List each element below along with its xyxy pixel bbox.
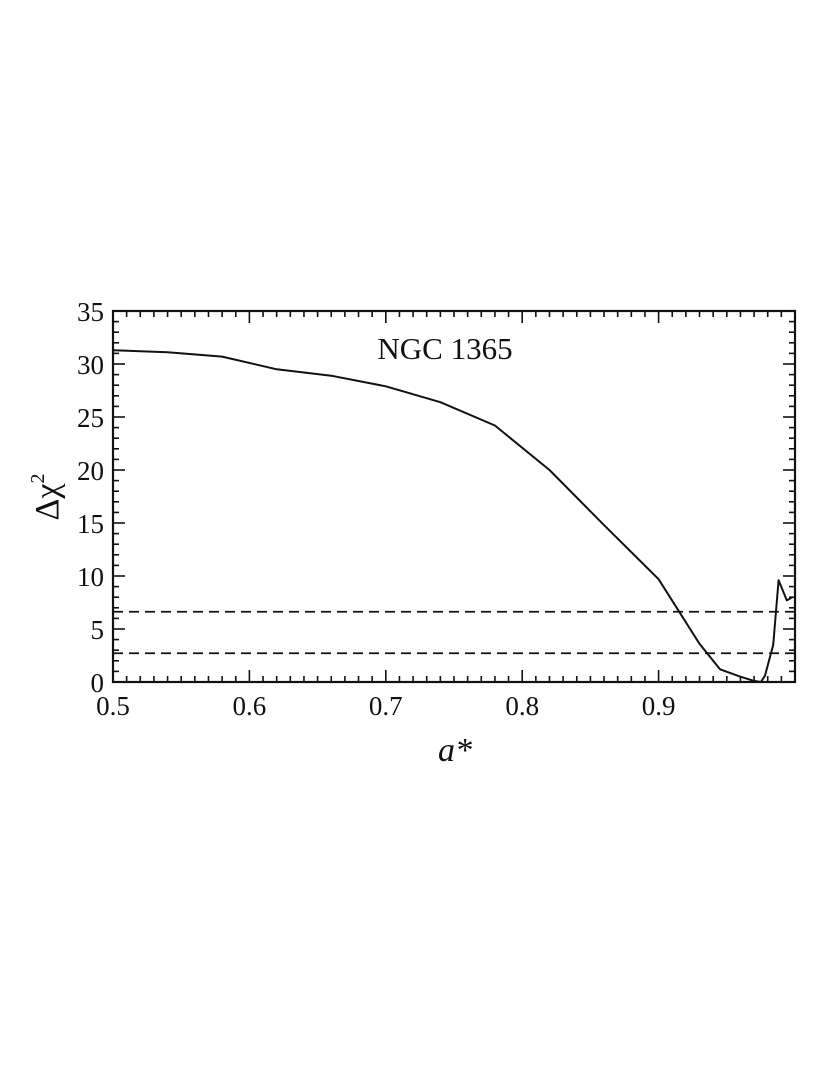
x-tick-label: 0.7 [369,691,403,721]
x-tick-label: 0.6 [233,691,267,721]
series-lines [112,349,793,683]
x-axis-label: a* [438,732,472,769]
x-tick-label: 0.8 [505,691,539,721]
x-tick-label: 0.5 [96,691,130,721]
y-axis-label-base: Δχ [29,484,66,521]
y-tick-label: 15 [77,509,104,539]
y-tick-label: 0 [91,668,105,698]
x-tick-label: 0.9 [642,691,676,721]
y-tick-label: 10 [77,562,104,592]
x-tick-labels: 0.5 0.6 0.7 0.8 0.9 [96,691,675,721]
y-tick-label: 25 [77,403,104,433]
minor-ticks [113,311,795,682]
y-tick-labels: 0 5 10 15 20 25 30 35 [77,297,104,698]
y-tick-label: 5 [91,615,105,645]
y-tick-label: 20 [77,456,104,486]
series-line [112,349,793,683]
major-ticks [112,310,796,683]
y-tick-label: 30 [77,350,104,380]
chart-annotation: NGC 1365 [377,331,512,366]
y-axis-label: Δχ2 [27,474,66,521]
reference-lines [113,610,795,655]
y-tick-label: 35 [77,297,104,327]
svg-text:Δχ2: Δχ2 [27,474,66,521]
y-axis-label-superscript: 2 [27,474,49,484]
